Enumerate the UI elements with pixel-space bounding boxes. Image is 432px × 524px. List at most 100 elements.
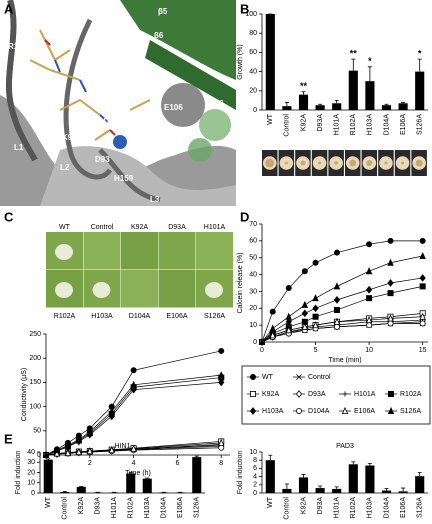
marker bbox=[269, 308, 276, 315]
y-axis-label: Growth (%) bbox=[237, 44, 244, 79]
marker bbox=[218, 371, 225, 379]
x-tick-label: E106A bbox=[177, 497, 184, 518]
marker bbox=[42, 450, 50, 459]
marker bbox=[312, 259, 319, 266]
marker bbox=[366, 241, 373, 248]
colony bbox=[349, 159, 357, 167]
x-tick-label: WT bbox=[267, 113, 274, 125]
y-tick-label: 50 bbox=[33, 428, 41, 435]
marker bbox=[130, 367, 137, 374]
x-tick-label: R102A bbox=[128, 497, 135, 519]
marker bbox=[387, 290, 394, 297]
leaf-photo bbox=[158, 270, 196, 308]
marker bbox=[218, 378, 225, 387]
series-line bbox=[45, 442, 222, 456]
marker bbox=[249, 390, 256, 397]
x-tick-label: Control bbox=[62, 497, 69, 520]
marker bbox=[64, 441, 72, 449]
legend-label: WT bbox=[262, 374, 274, 381]
legend-label: Control bbox=[308, 374, 331, 381]
error-bar bbox=[301, 474, 306, 478]
photo-label: S126A bbox=[204, 313, 225, 320]
error-bar bbox=[384, 488, 389, 491]
y-tick-label: 0 bbox=[37, 452, 41, 459]
marker bbox=[130, 380, 137, 388]
marker bbox=[75, 435, 83, 443]
bar bbox=[381, 105, 392, 110]
y-tick-label: 150 bbox=[29, 379, 41, 386]
marker bbox=[387, 258, 394, 266]
x-tick-label: H101A bbox=[334, 497, 341, 519]
y-axis-label: Fold induction bbox=[237, 451, 244, 495]
marker bbox=[296, 374, 302, 380]
panel-label: B bbox=[240, 1, 249, 16]
residue-label: H159 bbox=[114, 174, 134, 183]
marker bbox=[333, 249, 340, 256]
x-axis-label: Time (min) bbox=[328, 357, 361, 364]
x-tick-label: D104A bbox=[161, 497, 168, 519]
error-bar bbox=[128, 472, 133, 474]
x-tick-label: K92A bbox=[300, 114, 307, 131]
leaf-photo bbox=[121, 270, 158, 308]
x-tick-label: R102A bbox=[350, 114, 357, 136]
lesion bbox=[55, 282, 73, 298]
marker bbox=[130, 385, 137, 394]
y-tick-label: 0 bbox=[253, 107, 257, 114]
x-tick-label: Control bbox=[284, 114, 291, 137]
significance-label: ** bbox=[300, 81, 308, 91]
marker bbox=[387, 406, 395, 415]
marker bbox=[333, 282, 341, 290]
marker bbox=[342, 391, 348, 397]
error-bar bbox=[334, 100, 339, 104]
series-line bbox=[45, 350, 222, 456]
marker bbox=[387, 314, 394, 322]
y-tick-label: 20 bbox=[27, 469, 35, 476]
bar bbox=[332, 103, 342, 110]
colony bbox=[401, 161, 405, 165]
significance-label: * bbox=[368, 56, 372, 66]
marker bbox=[366, 322, 373, 329]
y-tick-label: 0 bbox=[31, 490, 35, 497]
bar bbox=[192, 457, 202, 493]
marker bbox=[285, 317, 292, 326]
strand-label: β5 bbox=[158, 7, 168, 16]
bar bbox=[265, 460, 275, 493]
x-tick-label: K92A bbox=[300, 497, 307, 514]
residue-label: K92 bbox=[62, 133, 77, 142]
bar bbox=[93, 492, 103, 493]
legend-label: S126A bbox=[400, 408, 421, 415]
legend-label: E106A bbox=[354, 408, 375, 415]
x-tick-label: WT bbox=[267, 496, 274, 508]
significance-label: ** bbox=[350, 48, 358, 58]
marker bbox=[387, 237, 394, 244]
y-tick-label: 0 bbox=[253, 490, 257, 497]
marker bbox=[312, 304, 319, 313]
residue-label: H103 bbox=[42, 17, 62, 26]
y-tick-label: 70 bbox=[249, 221, 257, 228]
marker bbox=[419, 320, 426, 327]
error-bar bbox=[318, 485, 323, 489]
marker bbox=[419, 312, 426, 320]
photo-label: WT bbox=[59, 224, 71, 231]
marker bbox=[108, 407, 115, 415]
structure-image bbox=[0, 0, 236, 206]
bar bbox=[175, 492, 185, 493]
y-tick-label: 40 bbox=[27, 449, 35, 456]
x-tick-label: H103A bbox=[367, 114, 374, 136]
x-tick-label: H101A bbox=[111, 497, 118, 519]
x-tick-label: D93A bbox=[317, 497, 324, 515]
loop-label: L2 bbox=[60, 163, 70, 172]
colony bbox=[300, 160, 306, 166]
x-tick-label: D104A bbox=[383, 497, 390, 519]
legend-label: H103A bbox=[262, 408, 284, 415]
marker bbox=[258, 337, 266, 346]
marker bbox=[312, 294, 319, 302]
x-tick-label: WT bbox=[45, 496, 52, 508]
bar bbox=[398, 491, 408, 493]
error-bar bbox=[351, 58, 356, 71]
colony bbox=[318, 161, 322, 165]
x-tick-label: R102A bbox=[350, 497, 357, 519]
y-tick-label: 40 bbox=[249, 271, 257, 278]
marker bbox=[295, 407, 302, 414]
marker bbox=[53, 449, 61, 457]
